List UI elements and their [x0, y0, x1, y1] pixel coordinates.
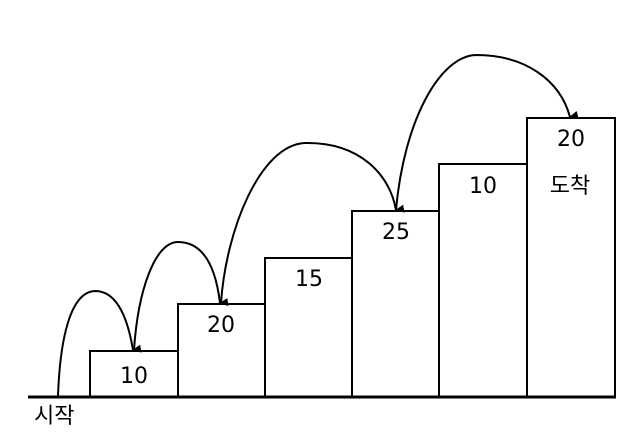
start-label: 시작 — [34, 404, 74, 429]
jump-arc-3 — [220, 141, 405, 304]
step-6 — [526, 117, 616, 398]
jump-arc-2 — [133, 240, 229, 351]
step-5-value: 10 — [469, 174, 497, 199]
step-4-value: 25 — [382, 220, 410, 245]
jump-arc-1 — [57, 289, 142, 397]
jump-arc-4 — [395, 53, 579, 211]
step-3-value: 15 — [295, 267, 323, 292]
end-label: 도착 — [550, 174, 590, 199]
step-2-value: 20 — [207, 313, 235, 338]
step-1-value: 10 — [120, 364, 148, 389]
step-6-value: 20 — [557, 127, 585, 152]
